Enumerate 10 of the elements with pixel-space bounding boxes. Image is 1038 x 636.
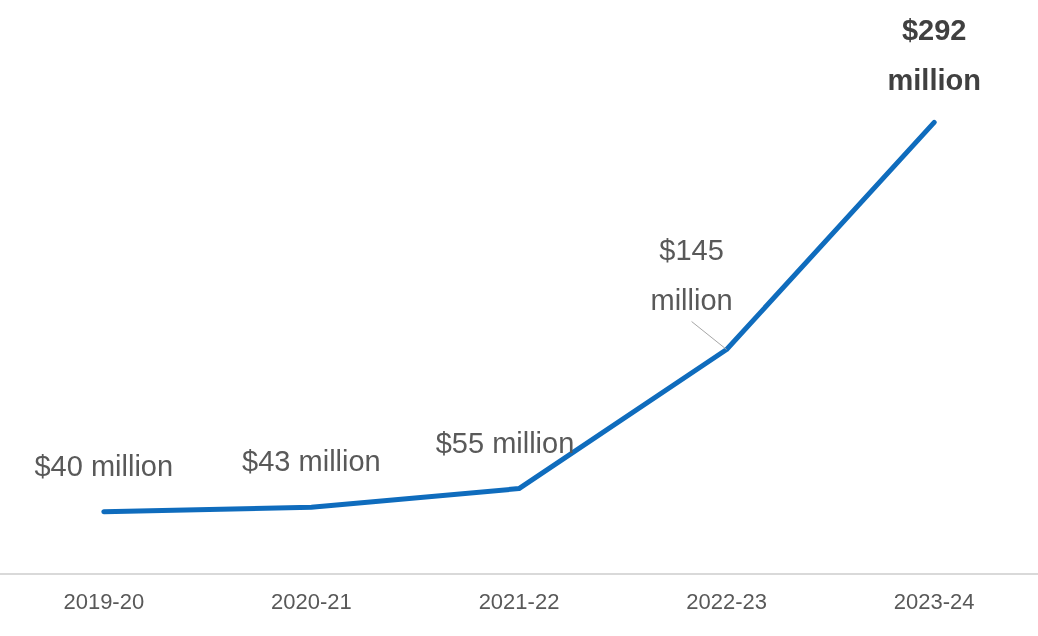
x-tick-label: 2020-21	[271, 588, 352, 614]
x-tick-label: 2021-22	[478, 588, 560, 614]
data-label: $145 million	[650, 233, 733, 316]
data-label: $292 million	[887, 14, 981, 97]
data-label: $55 million	[435, 426, 575, 459]
data-label: $40 million	[34, 449, 174, 482]
x-tick-label: 2022-23	[686, 588, 767, 614]
x-tick-label: 2019-20	[63, 588, 145, 614]
data-label: $43 million	[242, 445, 381, 478]
x-tick-label: 2023-24	[893, 588, 975, 614]
